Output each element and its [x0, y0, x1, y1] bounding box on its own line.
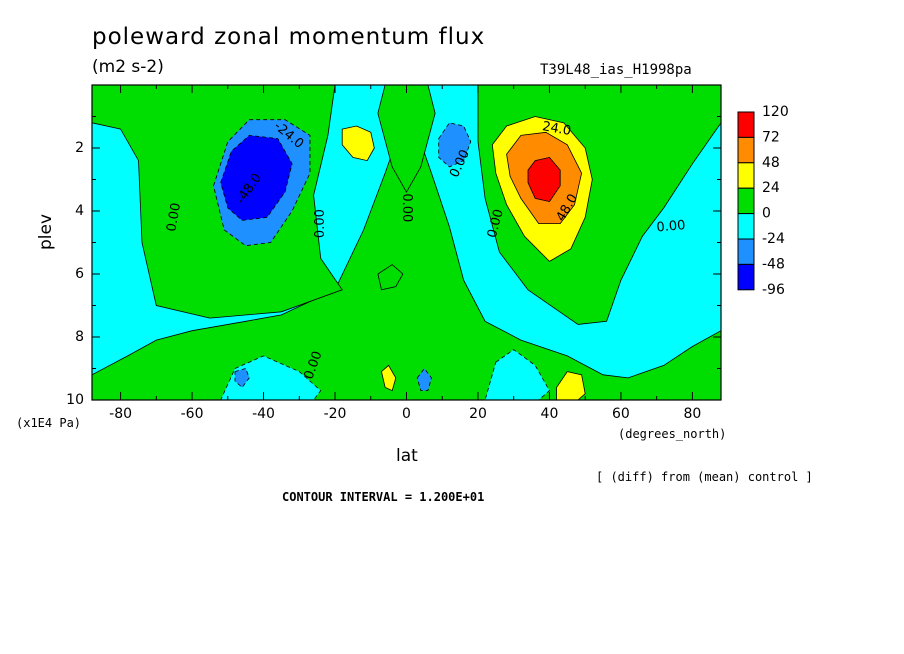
legend-label: -48	[762, 256, 785, 272]
y-tick-label: 10	[66, 392, 84, 408]
x-tick-label: -20	[324, 406, 347, 422]
x-tick-label: 0	[402, 406, 411, 422]
legend-label: 0	[762, 206, 771, 222]
legend-label: -96	[762, 282, 785, 298]
contour-label-9: 0.00	[656, 218, 686, 235]
legend-label: 24	[762, 180, 780, 196]
legend-swatch	[737, 263, 755, 291]
legend-swatch	[737, 136, 755, 164]
x-tick-label: -80	[109, 406, 132, 422]
region-darkblue-upper-south	[220, 134, 293, 221]
region-green-small-south	[377, 264, 404, 291]
x-tick-label: 40	[541, 406, 559, 422]
region-blue-lower-south	[234, 368, 250, 388]
contour-label-2: 0.00	[164, 202, 184, 233]
x-tick-label: 60	[612, 406, 630, 422]
legend-label: 120	[762, 104, 789, 120]
region-yellow-lower-eq	[381, 364, 397, 392]
legend-swatch	[737, 111, 755, 138]
contour-interval: CONTOUR INTERVAL = 1.200E+01	[282, 490, 485, 504]
x-axis-label: lat	[396, 446, 418, 466]
contour-label-4: 0.00	[399, 193, 414, 222]
legend-label: -24	[762, 231, 785, 247]
run-label: T39L48_ias_H1998pa	[540, 62, 692, 78]
legend-label: 48	[762, 155, 780, 171]
footer-note: [ (diff) from (mean) control ]	[596, 470, 813, 484]
legend-swatch	[737, 238, 755, 265]
x-tick-label: 20	[469, 406, 487, 422]
region-red-upper-north	[527, 156, 561, 203]
x-tick-label: -40	[252, 406, 275, 422]
contour-label-7: 24.0	[541, 119, 572, 139]
y-tick-label: 4	[75, 203, 84, 219]
x-axis-unit: (degrees_north)	[618, 427, 727, 441]
region-yellow-upper-south	[341, 125, 375, 162]
region-blue-upper-mid-north	[438, 122, 472, 168]
legend-swatch	[737, 187, 755, 215]
x-tick-label: 80	[683, 406, 701, 422]
region-yellow-lower-north	[556, 371, 586, 400]
y-axis-unit: (x1E4 Pa)	[16, 416, 82, 430]
region-green-equator-upper	[377, 85, 436, 193]
chart-units: (m2 s-2)	[92, 57, 164, 77]
legend-swatch	[737, 162, 755, 189]
legend-swatch	[737, 213, 755, 240]
contour-label-6: 0.00	[485, 208, 507, 240]
region-cyan-lower-north	[484, 349, 551, 400]
x-tick-label: -60	[181, 406, 204, 422]
legend-label: 72	[762, 129, 780, 145]
contour-label-3: 0.00	[313, 209, 328, 238]
y-tick-label: 8	[75, 329, 84, 345]
chart-title: poleward zonal momentum flux	[92, 24, 486, 50]
y-tick-label: 6	[75, 266, 84, 282]
region-blue-lower-eq	[416, 367, 432, 391]
region-cyan-lower-south	[220, 355, 322, 400]
y-tick-label: 2	[75, 140, 84, 156]
